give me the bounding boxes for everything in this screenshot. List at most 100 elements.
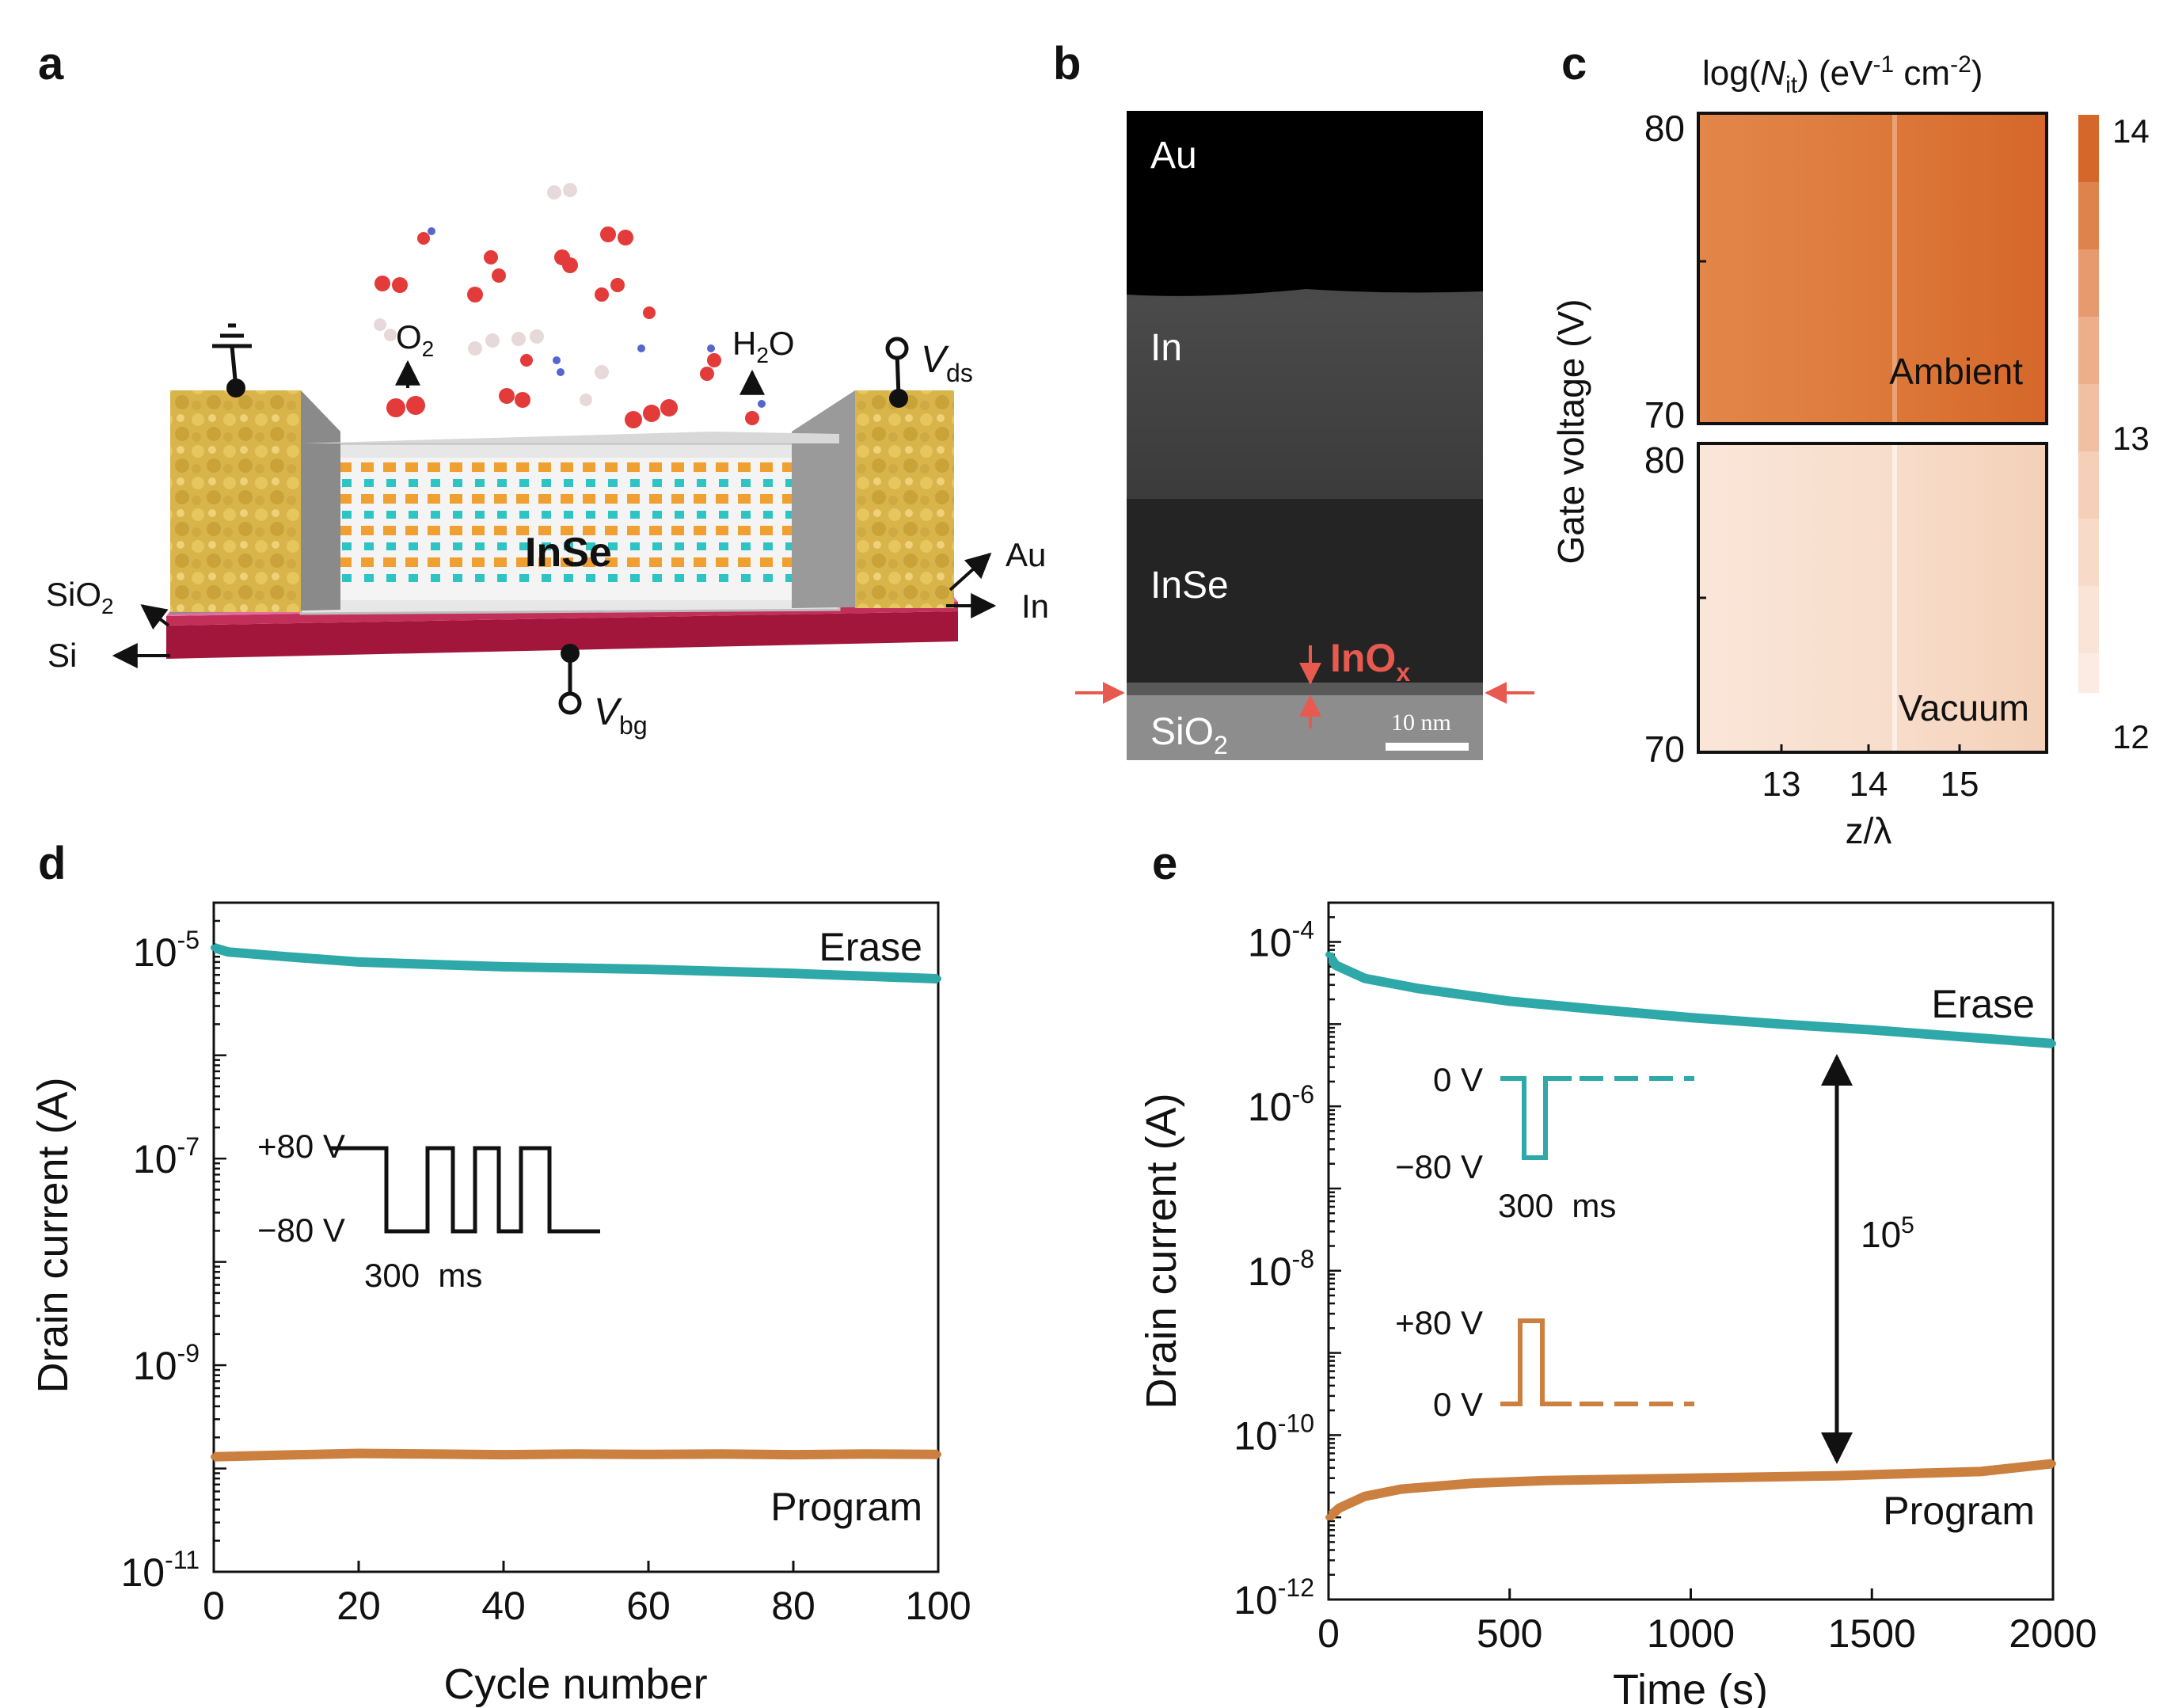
e-data-point xyxy=(1832,1472,1839,1479)
e-xtick: 2000 xyxy=(2009,1611,2097,1656)
map-xtick: 13 xyxy=(1762,765,1801,804)
colorbar-tick: 14 xyxy=(2112,112,2150,150)
e-data-point xyxy=(1687,1474,1694,1482)
e-data-point xyxy=(1336,1504,1343,1512)
d-data-point xyxy=(500,963,507,970)
ambient-label: Ambient xyxy=(1889,351,2023,392)
left-au-contact xyxy=(170,390,301,612)
inse-label: InSe xyxy=(525,530,612,576)
e-data-point xyxy=(1325,951,1332,958)
d-data-point xyxy=(500,1451,507,1459)
d-data-point xyxy=(572,1451,580,1458)
d-xtick: 80 xyxy=(771,1584,815,1628)
panel-label-d: d xyxy=(38,838,66,889)
chart-e-program-label: Program xyxy=(1883,1489,2035,1533)
d-xtick: 20 xyxy=(336,1584,381,1628)
chart-e-ratio-label: 105 xyxy=(1861,1212,1914,1255)
sio2-label-a: SiO2 xyxy=(46,576,114,618)
d-xtick: 40 xyxy=(481,1584,526,1628)
chart-d-frame xyxy=(212,901,940,1573)
chart-e-program-pulse-high: +80 V xyxy=(1395,1304,1483,1341)
d-data-point xyxy=(645,966,652,973)
molecules xyxy=(374,183,766,428)
e-data-point xyxy=(1777,1021,1785,1028)
d-data-point xyxy=(935,1451,941,1458)
map-ytick: 80 xyxy=(1644,108,1685,149)
panel-label-b: b xyxy=(1053,38,1081,89)
d-data-point xyxy=(862,1451,869,1458)
e-data-point xyxy=(1760,1474,1766,1481)
right-au-contact xyxy=(855,390,954,608)
map-ytick: 70 xyxy=(1644,394,1685,436)
tem-inox-label: InOx xyxy=(1330,636,1410,687)
colorbar-tick: 12 xyxy=(2112,718,2150,755)
ambient-map xyxy=(1697,112,2048,425)
e-data-point xyxy=(1977,1468,1984,1475)
scale-bar xyxy=(1386,743,1469,751)
chart-e-ylabel: Drain current (A) xyxy=(1138,1093,1185,1409)
vds-terminal-icon xyxy=(885,337,909,360)
colorbar xyxy=(2078,115,2099,693)
d-data-point xyxy=(283,1451,290,1459)
d-ytick: 10-11 xyxy=(121,1546,200,1595)
e-data-point xyxy=(1869,1026,1876,1033)
panel-label-c: c xyxy=(1561,38,1587,89)
vbg-label: Vbg xyxy=(594,691,648,740)
e-data-point xyxy=(2050,1040,2056,1047)
map-xlabel: z/λ xyxy=(1846,810,1892,851)
e-xtick: 1500 xyxy=(1828,1611,1916,1656)
d-data-point xyxy=(790,1451,796,1459)
d-data-point xyxy=(211,1453,217,1460)
d-data-point xyxy=(645,1451,652,1458)
e-data-point xyxy=(1470,1480,1477,1487)
d-ytick: 10-9 xyxy=(133,1339,200,1388)
e-data-point xyxy=(1959,1033,1966,1040)
d-ytick: 10-5 xyxy=(133,926,200,975)
chart-d-xlabel: Cycle number xyxy=(443,1660,707,1708)
e-ytick: 10-4 xyxy=(1248,916,1314,965)
h2o-label: H2O xyxy=(732,325,795,367)
e-ytick: 10-8 xyxy=(1248,1245,1314,1294)
chart-e-erase-pulse-duration: 300 ms xyxy=(1498,1187,1616,1224)
e-data-point xyxy=(1687,1014,1694,1021)
tem-sio2-label: SiO2 xyxy=(1150,711,1228,759)
e-xtick: 1000 xyxy=(1647,1611,1735,1656)
chart-e-erase-pulse-icon xyxy=(1500,1076,1572,1160)
chart-d-erase-label: Erase xyxy=(819,925,922,969)
map-ytick: 70 xyxy=(1644,728,1685,770)
o2-label: O2 xyxy=(396,318,434,361)
d-data-point xyxy=(211,944,217,951)
map-title: log(Nit) (eV-1 cm-2) xyxy=(1702,51,1983,98)
e-data-point xyxy=(1905,1470,1911,1477)
panel-label-e: e xyxy=(1152,838,1177,889)
tem-in-label: In xyxy=(1150,327,1182,369)
map-xtick: 15 xyxy=(1941,765,1979,804)
e-data-point xyxy=(1506,998,1513,1005)
d-xtick: 0 xyxy=(203,1584,225,1628)
tem-au-label: Au xyxy=(1150,135,1197,177)
tem-inse-label: InSe xyxy=(1150,565,1229,607)
e-data-point xyxy=(1542,1477,1549,1484)
chart-d-pulse-duration: 300 ms xyxy=(364,1257,482,1294)
map-ytick: 80 xyxy=(1644,439,1685,481)
chart-d-program-label: Program xyxy=(770,1485,922,1529)
chart-e-program-pulse-icon xyxy=(1500,1318,1572,1406)
d-data-point xyxy=(790,970,796,977)
map-xtick: 14 xyxy=(1850,765,1888,804)
map-ylabel: Gate voltage (V) xyxy=(1550,299,1591,565)
e-data-point xyxy=(1597,1006,1604,1014)
ground-icon xyxy=(212,323,252,389)
d-data-point xyxy=(355,958,362,965)
e-ytick: 10-6 xyxy=(1248,1080,1314,1129)
vds-label: Vds xyxy=(921,339,973,387)
chart-e-program-pulse-low: 0 V xyxy=(1433,1386,1483,1423)
si-label-a: Si xyxy=(48,637,77,674)
chart-e-erase-pulse-low: −80 V xyxy=(1395,1148,1483,1185)
e-data-point xyxy=(1361,975,1368,982)
panel-label-a: a xyxy=(38,38,64,89)
chart-d-erase-line xyxy=(214,943,938,984)
chart-d-pulse-high: +80 V xyxy=(257,1128,345,1165)
e-xtick: 500 xyxy=(1477,1611,1542,1656)
e-data-point xyxy=(1325,1514,1332,1521)
